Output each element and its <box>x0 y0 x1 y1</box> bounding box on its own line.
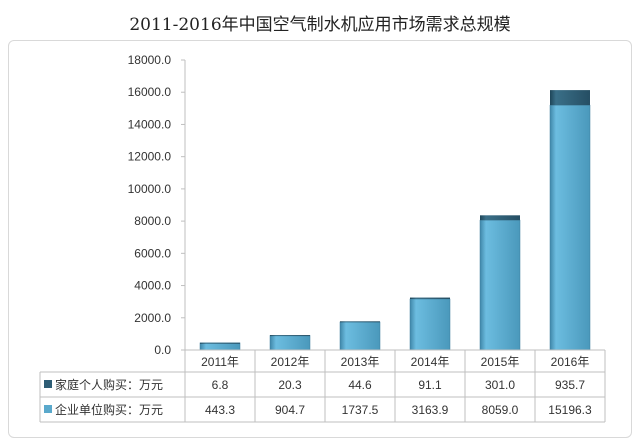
bar-household <box>410 297 450 300</box>
data-label: 8059.0 <box>482 403 519 417</box>
bar-enterprise <box>269 335 311 351</box>
x-tick-label: 2014年 <box>411 355 450 369</box>
bar-household <box>340 321 380 323</box>
data-label: 20.3 <box>278 378 302 392</box>
data-label: 15196.3 <box>548 403 592 417</box>
y-tick-label: 10000.0 <box>128 182 172 196</box>
data-label: 904.7 <box>275 403 305 417</box>
data-label: 3163.9 <box>412 403 449 417</box>
legend-swatch <box>44 405 52 413</box>
data-label: 6.8 <box>212 378 229 392</box>
data-label: 301.0 <box>485 378 515 392</box>
y-tick-label: 12000.0 <box>128 150 172 164</box>
x-tick-label: 2015年 <box>481 355 520 369</box>
y-tick-label: 6000.0 <box>134 246 171 260</box>
data-label: 443.3 <box>205 403 235 417</box>
bar-household <box>200 342 240 344</box>
bar-enterprise <box>409 298 451 351</box>
chart-frame <box>8 40 632 438</box>
legend-swatch <box>44 380 52 388</box>
y-tick-label: 2000.0 <box>134 311 171 325</box>
bar-enterprise <box>339 321 381 351</box>
data-label: 44.6 <box>348 378 372 392</box>
legend-label: 家庭个人购买：万元 <box>55 377 163 392</box>
y-tick-label: 16000.0 <box>128 85 172 99</box>
bar-household <box>550 90 590 106</box>
x-tick-label: 2016年 <box>551 355 590 369</box>
data-label: 91.1 <box>418 378 442 392</box>
bar-enterprise <box>199 342 241 351</box>
bar-household <box>270 335 310 337</box>
y-tick-label: 14000.0 <box>128 117 172 131</box>
bar-enterprise <box>479 219 521 351</box>
x-tick-label: 2011年 <box>201 355 239 369</box>
bar-enterprise <box>549 104 591 351</box>
x-tick-label: 2013年 <box>341 355 380 369</box>
data-label: 1737.5 <box>342 403 379 417</box>
y-tick-label: 18000.0 <box>128 53 172 67</box>
chart-title: 2011-2016年中国空气制水机应用市场需求总规模 <box>129 15 511 35</box>
data-label: 935.7 <box>555 378 585 392</box>
x-tick-label: 2012年 <box>271 355 310 369</box>
bar-household <box>480 215 520 221</box>
y-tick-label: 8000.0 <box>134 214 171 228</box>
y-tick-label: 0.0 <box>154 343 171 357</box>
y-tick-label: 4000.0 <box>134 279 171 293</box>
legend-label: 企业单位购买：万元 <box>55 402 163 417</box>
